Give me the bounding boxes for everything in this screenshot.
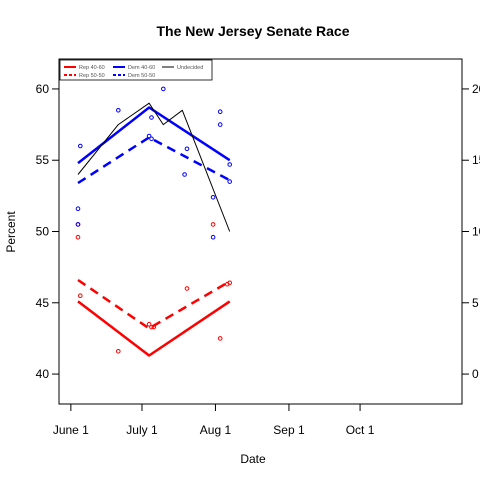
data-point-rep-50-50 — [146, 321, 152, 327]
legend-label-dem-40-60: Dem 40-60 — [128, 65, 155, 71]
legend-box — [59, 59, 213, 81]
data-point-dem-50-50 — [182, 172, 187, 177]
data-point-rep-40-60 — [116, 349, 121, 354]
legend-label-rep-50-50: Rep 50-50 — [79, 73, 105, 79]
data-point-dem-40-60 — [217, 109, 223, 114]
legend-label-dem-50-50: Dem 50-50 — [128, 73, 155, 79]
data-point-dem-40-60 — [75, 206, 81, 211]
x-tick-label: Oct 1 — [346, 423, 375, 437]
left-tick-label: 60 — [36, 82, 50, 96]
legend: Rep 40-60 Rep 50-50 Dem 40-60 Dem 50-50 Unde… — [59, 59, 213, 81]
data-point-dem-50-50 — [146, 133, 152, 139]
data-point-rep-40-60 — [75, 234, 81, 240]
data-point-dem-50-50 — [217, 122, 223, 127]
right-tick-label: 0 — [472, 367, 479, 381]
x-tick-label: June 1 — [53, 423, 89, 437]
chart-title: The New Jersey Senate Race — [157, 23, 350, 39]
series-line-undecided — [77, 102, 231, 232]
data-point-dem-50-50 — [210, 234, 216, 240]
legend-label-rep-40-60: Rep 40-60 — [79, 65, 105, 71]
x-tick-label: Aug 1 — [200, 423, 232, 437]
data-point-rep-40-60 — [149, 324, 154, 330]
data-point-dem-40-60 — [149, 115, 154, 120]
right-tick-label: 15 — [472, 153, 480, 167]
data-point-dem-50-50 — [161, 86, 166, 92]
data-point-dem-40-60 — [227, 162, 232, 167]
points-layer — [75, 86, 232, 354]
left-y-axis: 40 45 50 55 60 — [36, 82, 59, 381]
x-tick-label: Sep 1 — [273, 423, 305, 437]
y-axis-label: Percent — [4, 211, 18, 253]
x-axis-label: Date — [240, 452, 266, 466]
right-y-axis: 0 5 10 15 20 — [462, 82, 480, 381]
left-tick-label: 55 — [36, 153, 50, 167]
right-tick-label: 5 — [472, 296, 479, 310]
data-point-rep-50-50 — [151, 324, 157, 330]
left-tick-label: 40 — [36, 367, 50, 381]
left-tick-label: 50 — [36, 225, 50, 239]
data-point-rep-40-60 — [217, 336, 223, 341]
series-layer — [77, 102, 231, 357]
series-line-rep-40-60 — [77, 300, 231, 357]
data-point-dem-40-60 — [78, 143, 83, 149]
data-point-dem-50-50 — [227, 179, 232, 184]
data-point-dem-40-60 — [116, 108, 121, 113]
data-point-rep-40-60 — [184, 286, 190, 291]
data-point-rep-40-60 — [78, 293, 83, 299]
right-tick-label: 20 — [472, 82, 480, 96]
left-tick-label: 45 — [36, 296, 50, 310]
data-point-dem-40-60 — [210, 195, 216, 200]
x-axis: June 1 July 1 Aug 1 Sep 1 Oct 1 — [53, 404, 375, 437]
x-tick-label: July 1 — [126, 423, 158, 437]
legend-label-undecided: Undecided — [177, 65, 203, 71]
data-point-rep-50-50 — [225, 281, 230, 287]
data-point-dem-40-60 — [184, 146, 190, 152]
data-point-dem-50-50 — [149, 136, 154, 142]
right-tick-label: 10 — [472, 225, 480, 239]
data-point-dem-50-50 — [75, 222, 81, 227]
data-point-rep-50-50 — [210, 222, 216, 227]
